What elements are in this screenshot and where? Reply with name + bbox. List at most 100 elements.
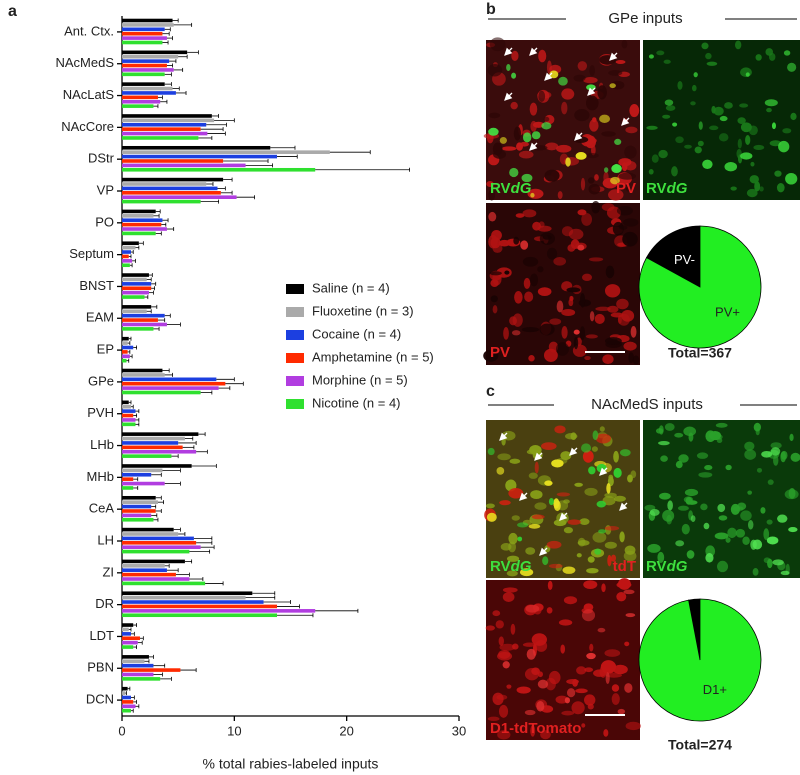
cell [525,604,540,613]
bar [122,18,173,23]
cell [498,636,504,646]
cell [618,225,628,230]
cell [698,472,713,478]
cell [780,450,788,460]
cell [623,589,635,595]
bar [122,241,139,246]
cell [789,433,794,442]
cell [705,553,714,563]
cell [694,146,702,154]
y-tick-label: PO [95,214,114,229]
cell [555,695,569,704]
cell [584,355,591,361]
arrow [519,492,528,501]
cell [697,140,704,147]
y-tick-label: LDT [89,628,114,643]
cell [613,495,626,502]
cell [725,537,731,543]
cell [588,466,596,475]
cell [579,326,586,341]
cell [750,161,755,167]
cell [502,587,518,593]
cell [488,127,499,136]
cell [603,729,609,737]
cell [574,482,583,487]
cell [512,643,519,650]
cell [594,313,605,324]
bar [122,199,201,204]
cell [770,442,782,449]
y-tick-label: MHb [87,469,114,484]
bar [122,27,165,32]
cell [613,163,620,172]
cell [516,522,529,528]
cell [488,211,497,222]
image-label: D1-tdTomato [490,720,581,737]
bar [122,309,147,314]
cell [655,428,664,434]
arrow [504,47,513,56]
cell [511,330,521,336]
y-tick-label: PVH [87,405,114,420]
arrow [609,52,618,61]
cell [528,524,541,529]
cell [585,95,599,111]
cell [718,515,728,521]
arrow [569,447,578,456]
cell [629,103,640,118]
bar [122,636,140,641]
cell [534,461,539,474]
cell [506,555,520,562]
cell [712,434,723,440]
bar [122,572,176,577]
cell [601,583,606,593]
cell [561,710,575,716]
cell [660,455,668,462]
cell [648,54,654,59]
cell [627,474,633,483]
cell [560,451,572,461]
cell [597,627,606,633]
bar [122,659,145,664]
cell [596,463,607,473]
cell [717,503,726,513]
cell [495,620,504,629]
cell [534,502,547,510]
cell [524,709,536,716]
image-label: RVdG [490,558,532,575]
cell [556,492,571,497]
cell [536,700,545,712]
bar [122,350,128,354]
cell [521,173,533,183]
bar [122,604,278,609]
cell [606,482,611,494]
bar [122,504,152,509]
cell [785,172,798,185]
y-tick-label: ZI [102,564,114,579]
cell [764,99,778,107]
bar [122,290,149,295]
cell [739,103,749,108]
cell [658,441,670,446]
cell [744,441,755,451]
cell [548,341,559,353]
legend-label: Morphine (n = 5) [312,372,408,387]
cell [546,607,553,614]
bar [122,623,134,627]
bar [122,468,163,473]
cell [602,495,616,506]
cell [519,568,534,577]
cell [514,290,523,304]
bar [122,422,136,427]
bar [122,358,127,363]
cell [506,64,511,72]
cell [693,72,698,78]
cell [690,101,696,106]
cell [502,592,515,603]
cell [582,273,592,282]
cell [544,480,553,486]
cell [577,244,585,251]
panel-label: b [486,1,496,18]
cell [763,557,771,564]
cell [621,309,635,322]
